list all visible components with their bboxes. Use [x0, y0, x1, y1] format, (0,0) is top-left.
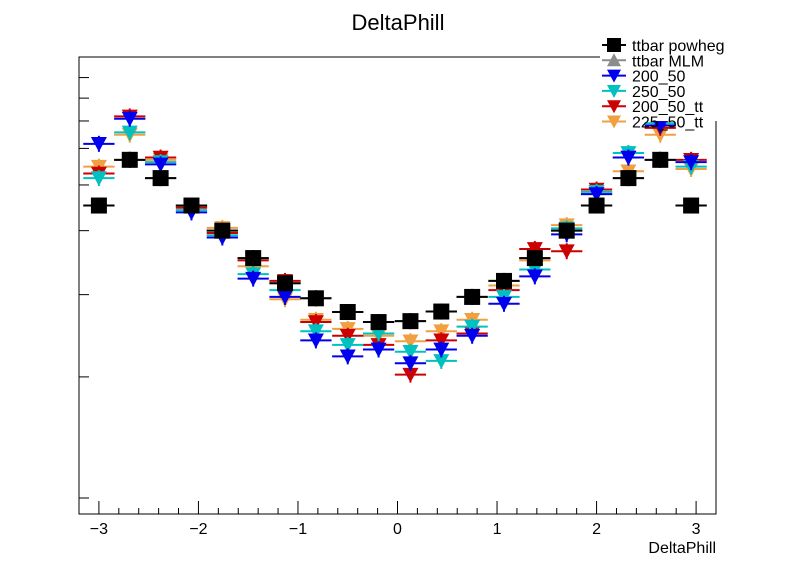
data-point	[433, 303, 450, 320]
legend-marker	[607, 69, 621, 83]
data-point	[526, 242, 543, 257]
data-point	[307, 290, 324, 307]
data-point	[277, 290, 294, 305]
chart-title: DeltaPhill	[352, 10, 445, 35]
x-tick-label: −3	[90, 521, 108, 538]
data-point	[339, 304, 356, 321]
data-point	[370, 314, 387, 331]
data-point	[90, 171, 107, 187]
data-point	[526, 250, 543, 267]
data-point	[339, 338, 356, 353]
x-tick-label: 0	[393, 521, 402, 538]
x-tick-label: 1	[493, 521, 502, 538]
legend-marker	[607, 38, 621, 52]
data-point	[121, 125, 138, 141]
data-point	[683, 155, 700, 171]
legend-marker	[607, 115, 621, 129]
data-point	[464, 319, 481, 335]
data-point	[402, 344, 419, 360]
legend-label: ttbar MLM	[632, 53, 704, 70]
data-point	[307, 333, 324, 349]
legend-label: 200_50_tt	[632, 99, 704, 116]
data-point	[214, 222, 231, 239]
data-point	[339, 349, 356, 365]
data-point	[307, 315, 324, 331]
data-point	[370, 342, 387, 358]
x-tick-label: −1	[289, 521, 307, 538]
legend-label: 200_50	[632, 69, 685, 86]
data-point	[339, 328, 356, 344]
data-point	[307, 324, 324, 340]
data-point	[620, 150, 637, 166]
series-200_50	[83, 110, 707, 372]
legend-label: 250_50	[632, 84, 685, 101]
data-point	[433, 333, 450, 349]
data-point	[121, 151, 138, 168]
data-point	[652, 151, 669, 168]
data-point	[495, 296, 512, 312]
legend-marker	[607, 84, 621, 98]
data-point	[558, 244, 575, 260]
x-tick-label: 2	[592, 521, 601, 538]
data-point	[588, 197, 605, 214]
x-tick-label: 3	[692, 521, 701, 538]
legend-label: ttbar powheg	[632, 38, 725, 55]
data-point	[152, 170, 169, 187]
data-point	[464, 288, 481, 305]
data-point	[402, 334, 419, 350]
data-point	[90, 137, 107, 152]
series-ttbar-powheg	[83, 151, 707, 331]
data-point	[433, 342, 450, 358]
data-point	[402, 356, 419, 372]
data-point	[90, 197, 107, 214]
data-point	[277, 275, 294, 292]
data-point	[433, 324, 450, 340]
x-tick-label: −2	[189, 521, 207, 538]
data-point	[683, 197, 700, 214]
data-point	[495, 272, 512, 289]
series-225_50_tt	[83, 126, 707, 350]
data-point	[183, 197, 200, 214]
x-axis-title: DeltaPhill	[648, 540, 716, 557]
data-point	[526, 269, 543, 285]
series-250_50	[83, 115, 707, 369]
data-point	[433, 354, 450, 369]
data-point	[402, 367, 419, 383]
data-point	[121, 111, 138, 127]
data-point	[464, 328, 481, 344]
data-point	[588, 187, 605, 203]
data-point	[652, 118, 669, 134]
data-point	[402, 313, 419, 330]
legend-label: 225_50_tt	[632, 115, 704, 132]
data-point	[152, 157, 169, 173]
legend-marker	[607, 53, 621, 67]
plot-frame	[78, 56, 717, 515]
data-point	[558, 222, 575, 239]
data-point	[245, 271, 262, 287]
data-point	[370, 326, 387, 342]
legend-marker	[607, 100, 621, 114]
data-point	[245, 250, 262, 267]
data-point	[620, 170, 637, 187]
